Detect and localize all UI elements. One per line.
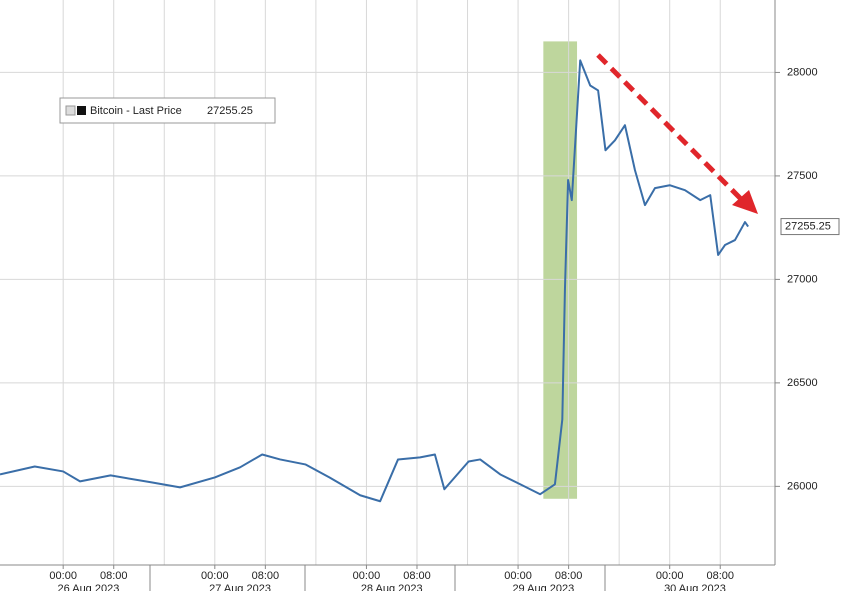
legend-swatch	[77, 106, 86, 115]
x-tick-label: 00:00	[656, 570, 684, 582]
x-tick-label: 00:00	[49, 570, 77, 582]
arrow-shaft	[596, 53, 744, 202]
legend: Bitcoin - Last Price 27255.25	[59, 97, 276, 124]
last-price-tag	[780, 218, 840, 236]
trend-arrow	[596, 53, 758, 214]
y-tick-label: 26500	[787, 377, 818, 389]
legend-box	[59, 97, 276, 124]
legend-value: 27255.25	[207, 105, 253, 117]
x-tick-label: 08:00	[252, 570, 280, 582]
x-tick-label: 00:00	[201, 570, 229, 582]
day-separators	[149, 565, 606, 591]
last-price-label: 27255.25	[785, 220, 831, 232]
x-tick-label: 00:00	[353, 570, 381, 582]
x-tick-label: 08:00	[100, 570, 128, 582]
date-label: 26 Aug 2023	[58, 583, 120, 591]
date-label: 28 Aug 2023	[361, 583, 423, 591]
grid-layer	[0, 0, 775, 565]
arrow-head	[732, 190, 758, 214]
date-label: 29 Aug 2023	[512, 583, 574, 591]
y-tick-label: 27000	[787, 273, 818, 285]
date-label: 30 Aug 2023	[664, 583, 726, 591]
x-tick-label: 08:00	[555, 570, 583, 582]
price-line	[0, 59, 749, 503]
legend-toggle	[65, 105, 76, 116]
x-tick-label: 00:00	[504, 570, 532, 582]
y-tick-label: 27500	[787, 170, 818, 182]
marks-layer	[0, 59, 749, 503]
date-label: 27 Aug 2023	[209, 583, 271, 591]
highlight-band	[543, 41, 578, 499]
y-tick-label: 28000	[787, 66, 818, 78]
x-tick-label: 08:00	[706, 570, 734, 582]
legend-label: Bitcoin - Last Price	[90, 105, 182, 117]
x-tick-label: 08:00	[403, 570, 431, 582]
y-tick-label: 26000	[787, 480, 818, 492]
